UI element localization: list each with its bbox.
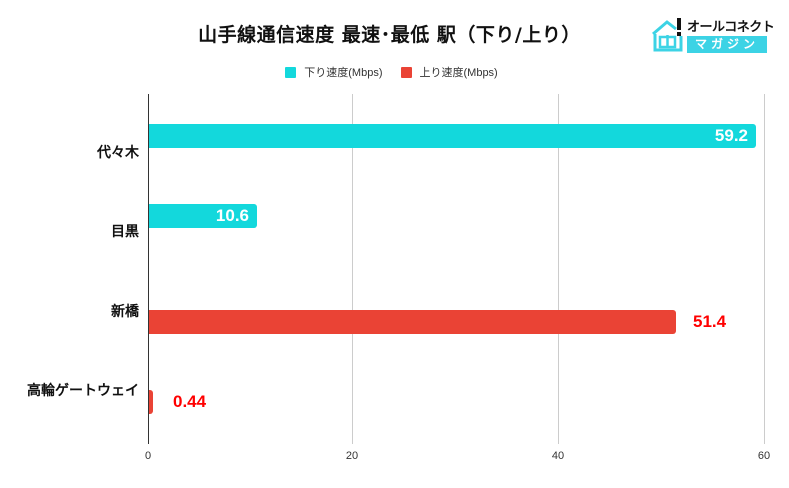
legend-item-upload[interactable]: 上り速度(Mbps) bbox=[400, 64, 498, 80]
bar-value-label: 51.4 bbox=[693, 312, 727, 331]
legend-label-download: 下り速度(Mbps) bbox=[304, 67, 383, 79]
logo-text-top: オールコネクト bbox=[687, 20, 775, 35]
legend-label-upload: 上り速度(Mbps) bbox=[419, 67, 498, 79]
bar-value-label: 0.44 bbox=[173, 392, 207, 411]
legend-item-download[interactable]: 下り速度(Mbps) bbox=[285, 64, 383, 80]
x-tick-60: 60 bbox=[757, 450, 771, 462]
bar-download[interactable]: 10.6 bbox=[149, 204, 257, 228]
gridline-20 bbox=[352, 94, 353, 444]
y-axis-line bbox=[148, 94, 149, 444]
bar-download[interactable]: 59.2 bbox=[149, 124, 756, 148]
category-label: 高輪ゲートウェイ bbox=[27, 383, 139, 399]
category-label: 代々木 bbox=[97, 145, 139, 161]
x-tick-40: 40 bbox=[551, 450, 565, 462]
house-logo-icon bbox=[652, 18, 683, 52]
logo-text-bottom: マガジン bbox=[687, 36, 767, 53]
x-tick-0: 0 bbox=[144, 450, 152, 462]
brand-logo: オールコネクト マガジン bbox=[650, 16, 775, 56]
legend-swatch-download bbox=[285, 66, 297, 78]
bar-value-label: 59.2 bbox=[714, 126, 748, 145]
x-tick-20: 20 bbox=[345, 450, 359, 462]
bar-upload[interactable] bbox=[149, 310, 676, 334]
chart-title: 山手線通信速度 最速･最低 駅（下り/上り） bbox=[198, 24, 581, 46]
category-label: 目黒 bbox=[111, 224, 139, 240]
gridline-60 bbox=[764, 94, 765, 444]
legend: 下り速度(Mbps) 上り速度(Mbps) bbox=[0, 64, 789, 80]
category-label: 新橋 bbox=[111, 304, 139, 320]
bar-value-label: 10.6 bbox=[215, 206, 249, 225]
bar-upload[interactable] bbox=[149, 390, 153, 414]
gridline-40 bbox=[558, 94, 559, 444]
legend-swatch-upload bbox=[400, 66, 412, 78]
